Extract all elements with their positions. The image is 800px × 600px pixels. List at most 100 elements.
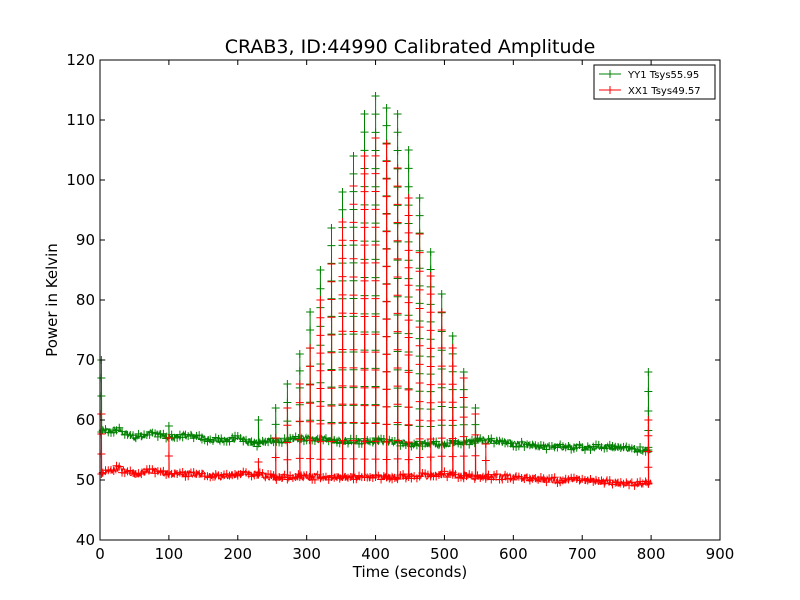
peak-marker — [316, 455, 325, 464]
peak-marker — [382, 350, 391, 359]
peak-marker — [349, 418, 358, 427]
peak-marker — [404, 281, 413, 290]
peak-marker — [349, 182, 358, 190]
peak-marker — [306, 417, 315, 426]
peak-marker — [371, 169, 380, 178]
peak-marker — [404, 316, 413, 325]
peak-marker — [316, 296, 325, 304]
baseline-marker — [344, 439, 352, 448]
peak-marker — [338, 254, 347, 263]
peak-marker — [360, 187, 369, 196]
chart-title: CRAB3, ID:44990 Calibrated Amplitude — [225, 36, 596, 58]
peak-marker — [371, 92, 380, 100]
peak-marker — [393, 327, 402, 336]
x-tick-label: 400 — [361, 545, 390, 563]
peak-marker — [393, 182, 402, 191]
peak-marker — [316, 331, 325, 340]
peak-marker — [448, 332, 457, 340]
peak-marker — [437, 380, 446, 389]
peak-marker — [393, 254, 402, 263]
peak-marker — [644, 447, 653, 456]
peak-marker — [338, 309, 347, 318]
peak-marker — [371, 241, 380, 250]
peak-marker — [404, 385, 413, 394]
baseline-marker — [283, 475, 292, 484]
y-tick-label: 100 — [66, 171, 95, 189]
peak-marker — [426, 290, 435, 299]
peak-marker — [306, 436, 315, 445]
peak-marker — [338, 381, 347, 390]
peak-marker — [471, 430, 480, 439]
peak-marker — [382, 420, 391, 429]
peak-marker — [349, 200, 358, 209]
peak-marker — [415, 323, 424, 332]
peak-marker — [338, 418, 347, 427]
peak-marker — [316, 402, 325, 411]
peak-marker — [371, 401, 380, 410]
peak-marker — [426, 398, 435, 407]
y-tick-label: 90 — [76, 231, 95, 249]
peak-marker — [404, 246, 413, 255]
peak-marker — [382, 367, 391, 376]
peak-marker — [327, 241, 336, 250]
peak-marker — [644, 387, 653, 396]
peak-marker — [644, 368, 653, 376]
peak-marker — [316, 419, 325, 428]
peak-marker — [349, 236, 358, 245]
peak-marker — [371, 223, 380, 232]
legend-label: XX1 Tsys49.57 — [628, 86, 701, 97]
peak-marker — [471, 410, 480, 418]
baseline-marker — [225, 437, 234, 446]
peak-marker — [437, 308, 446, 316]
peak-marker — [426, 434, 435, 443]
peak-marker — [415, 360, 424, 369]
baseline-marker — [644, 479, 653, 488]
peak-marker — [415, 379, 424, 388]
peak-marker — [360, 205, 369, 214]
peak-marker — [338, 188, 347, 196]
peak-marker — [295, 435, 304, 444]
peak-marker — [283, 455, 292, 464]
baseline-marker — [487, 434, 496, 443]
y-axis-label: Power in Kelvin — [43, 243, 61, 357]
peak-marker — [371, 419, 380, 428]
peak-marker — [404, 228, 413, 237]
peak-marker — [415, 397, 424, 406]
series-markers — [97, 134, 653, 490]
peak-marker — [393, 164, 402, 172]
peak-marker — [97, 430, 106, 438]
peak-marker — [448, 344, 457, 352]
peak-marker — [338, 454, 347, 463]
peak-marker — [338, 218, 347, 226]
x-axis-label: Time (seconds) — [352, 563, 468, 581]
peak-marker — [327, 402, 336, 410]
peak-marker — [393, 363, 402, 372]
x-tick-label: 900 — [706, 545, 735, 563]
peak-marker — [382, 332, 391, 341]
baseline-marker — [470, 439, 479, 448]
baseline-marker — [280, 470, 289, 479]
peak-marker — [327, 313, 336, 322]
peak-marker — [644, 407, 653, 415]
peak-marker — [164, 434, 173, 442]
peak-marker — [393, 454, 402, 463]
peak-marker — [360, 312, 369, 321]
peak-marker — [459, 452, 468, 461]
peak-marker — [404, 350, 413, 359]
peak-marker — [481, 440, 490, 448]
peak-marker — [295, 398, 304, 407]
peak-marker — [338, 327, 347, 336]
peak-marker — [415, 453, 424, 462]
peak-marker — [338, 363, 347, 372]
peak-marker — [459, 432, 468, 441]
peak-marker — [371, 134, 380, 142]
peak-marker — [404, 164, 413, 173]
peak-marker — [382, 227, 391, 236]
peak-marker — [327, 366, 336, 375]
x-tick-label: 200 — [223, 545, 252, 563]
peak-marker — [360, 348, 369, 357]
peak-marker — [371, 258, 380, 267]
peak-marker — [306, 380, 315, 389]
peak-marker — [271, 434, 280, 442]
peak-marker — [349, 363, 358, 372]
